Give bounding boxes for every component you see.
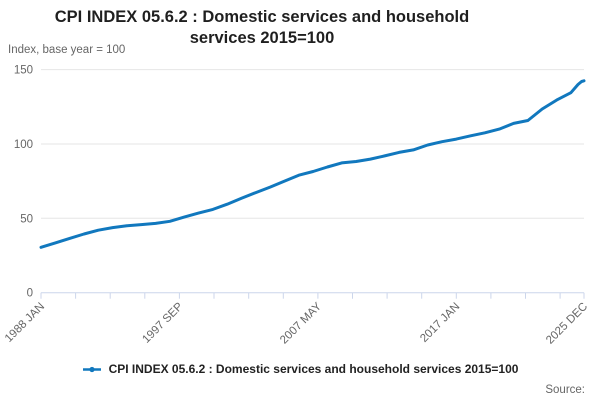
x-axis-label: 1988 JAN	[3, 301, 47, 345]
y-axis-label: 150	[14, 65, 33, 77]
legend-label: CPI INDEX 05.6.2 : Domestic services and…	[108, 362, 519, 376]
x-axis-label: 2017 JAN	[418, 301, 462, 345]
x-axis-label: 2007 MAY	[278, 300, 324, 346]
y-axis-label: 50	[20, 213, 33, 225]
x-axis-label: 2025 DEC	[544, 301, 590, 347]
series-line[interactable]	[39, 79, 586, 249]
y-axis-label: 100	[14, 139, 33, 151]
y-axis-label: 0	[27, 288, 33, 300]
chart-title-line-1: CPI INDEX 05.6.2 : Domestic services and…	[54, 8, 470, 26]
chart-title-line-2: services 2015=100	[189, 29, 335, 47]
chart-title: CPI INDEX 05.6.2 : Domestic services and…	[0, 7, 524, 49]
y-axis-unit-label: Index, base year = 100	[8, 44, 126, 56]
legend-item[interactable]: CPI INDEX 05.6.2 : Domestic services and…	[0, 362, 600, 376]
source-label: Source:	[545, 384, 585, 396]
legend-line-marker-icon	[82, 365, 102, 374]
x-axis-label: 1997 SEP	[140, 300, 185, 345]
